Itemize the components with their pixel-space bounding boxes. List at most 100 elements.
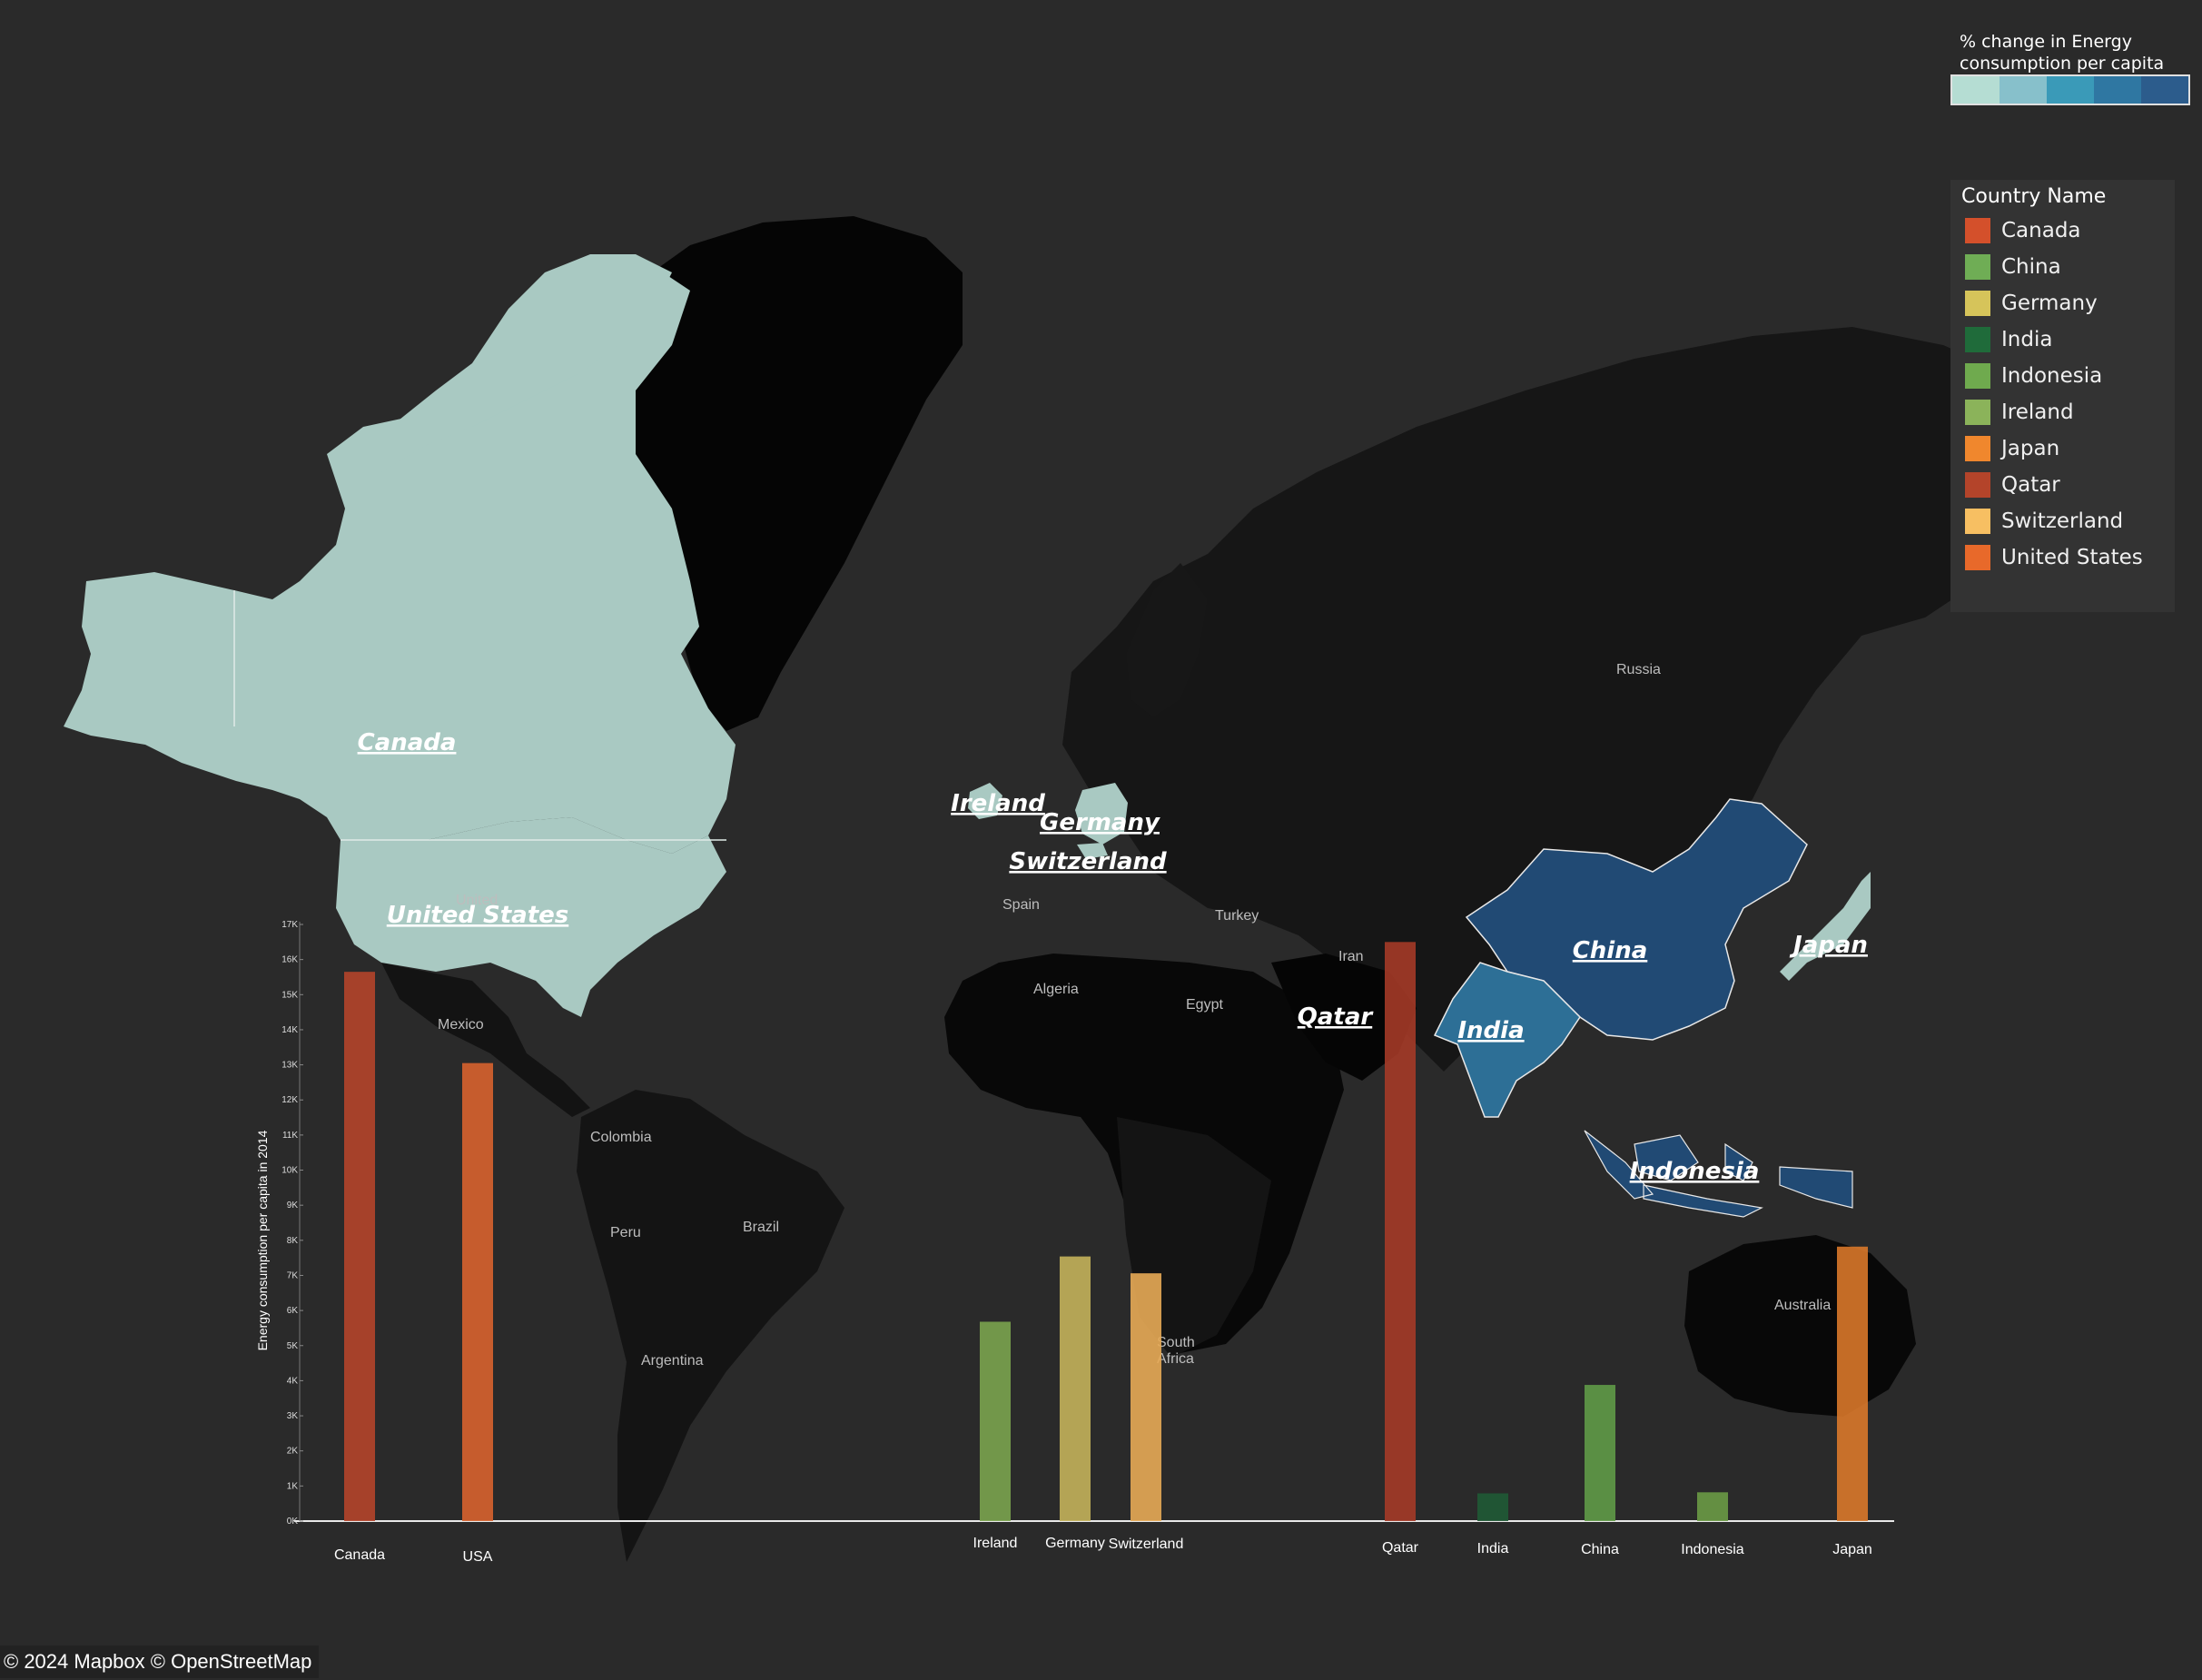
germany-shape[interactable] <box>1075 783 1128 845</box>
bar-switzerland[interactable] <box>1131 1273 1161 1521</box>
legend-item-indonesia[interactable]: Indonesia <box>1965 361 2102 390</box>
south-america-shape <box>577 1090 844 1562</box>
country-label-japan[interactable]: Japan <box>1789 932 1868 959</box>
place-label-mexico: Mexico <box>438 1017 484 1033</box>
color-ramp-step <box>2141 76 2188 104</box>
legend-label: India <box>2001 328 2053 351</box>
color-ramp-step <box>2047 76 2094 104</box>
category-label-indonesia: Indonesia <box>1681 1542 1743 1557</box>
category-label-switzerland: Switzerland <box>1109 1537 1184 1552</box>
y-tick-label: 1K <box>287 1481 299 1491</box>
place-label-egypt: Egypt <box>1186 997 1223 1013</box>
bar-indonesia[interactable] <box>1697 1492 1728 1521</box>
bar-india[interactable] <box>1477 1493 1508 1521</box>
legend-swatch <box>1965 291 1990 316</box>
bar-qatar[interactable] <box>1385 942 1416 1521</box>
bar-japan[interactable] <box>1837 1246 1868 1521</box>
map-attribution[interactable]: © 2024 Mapbox © OpenStreetMap <box>0 1645 320 1678</box>
legend-label: Qatar <box>2001 473 2060 497</box>
place-label-peru: Peru <box>610 1225 641 1240</box>
color-ramp-step <box>2094 76 2141 104</box>
bar-china[interactable] <box>1585 1385 1615 1521</box>
scandinavia-shape <box>1126 563 1208 717</box>
place-label-africa: Africa <box>1157 1351 1194 1367</box>
country-label-united-states[interactable]: United States <box>387 902 569 929</box>
arabia-shape <box>1271 954 1417 1081</box>
legend-swatch <box>1965 327 1990 352</box>
category-labels: Canada USA Ireland Germany Switzerland Qatar I… <box>334 1536 1872 1565</box>
bar-ireland[interactable] <box>980 1321 1011 1521</box>
place-label-argentina: Argentina <box>641 1353 704 1369</box>
category-label-china: China <box>1581 1542 1619 1557</box>
country-label-switzerland[interactable]: Switzerland <box>1009 848 1167 875</box>
usa-shape[interactable] <box>336 817 726 1017</box>
legend-label: Canada <box>2001 219 2081 242</box>
y-tick-label: 3K <box>287 1411 299 1421</box>
legend-swatch <box>1965 254 1990 280</box>
place-label-australia: Australia <box>1774 1298 1831 1313</box>
y-tick-label: 2K <box>287 1447 299 1457</box>
india-shape[interactable] <box>1433 962 1581 1118</box>
country-label-china[interactable]: China <box>1573 937 1648 964</box>
legend-item-ireland[interactable]: Ireland <box>1965 398 2074 427</box>
legend-swatch <box>1965 400 1990 425</box>
legend-label: Ireland <box>2001 400 2074 424</box>
legend-swatch <box>1965 218 1990 243</box>
legend-swatch <box>1965 363 1990 389</box>
category-label-germany: Germany <box>1045 1536 1105 1551</box>
y-tick-label: 13K <box>281 1061 298 1071</box>
legend-label: China <box>2001 255 2061 279</box>
category-label-qatar: Qatar <box>1382 1540 1419 1556</box>
category-label-japan: Japan <box>1832 1542 1872 1557</box>
switzerland-shape[interactable] <box>1077 843 1108 859</box>
category-label-canada: Canada <box>334 1547 385 1563</box>
indonesia-shape[interactable] <box>1584 1130 1853 1218</box>
legend-label: Japan <box>2001 437 2060 460</box>
y-tick-label: 7K <box>287 1270 299 1280</box>
country-label-qatar[interactable]: Qatar <box>1298 1003 1375 1031</box>
legend-item-qatar[interactable]: Qatar <box>1965 470 2060 499</box>
country-label-ireland[interactable]: Ireland <box>951 790 1045 817</box>
y-axis-ticks: 0K 1K 2K 3K 4K 5K 6K 7K 8K 9K 10K 11K 12K 13K 14K 15K 16… <box>281 920 303 1527</box>
color-ramp-step <box>2000 76 2047 104</box>
bar-series <box>344 942 1868 1521</box>
legend-label: Switzerland <box>2001 509 2124 533</box>
y-axis-title: Energy consumption per capita in 2014 <box>255 1130 270 1350</box>
eurasia-shape <box>1062 327 2084 1072</box>
place-label-united: United <box>456 893 498 908</box>
category-label-ireland: Ireland <box>973 1536 1018 1551</box>
legend-item-canada[interactable]: Canada <box>1965 216 2081 245</box>
legend-item-japan[interactable]: Japan <box>1965 434 2059 463</box>
central-america-shape <box>381 963 590 1117</box>
y-tick-label: 9K <box>287 1201 299 1211</box>
legend-item-germany[interactable]: Germany <box>1965 289 2098 318</box>
legend-swatch <box>1965 436 1990 461</box>
legend-item-india[interactable]: India <box>1965 325 2052 354</box>
bar-germany[interactable] <box>1060 1256 1091 1521</box>
y-tick-label: 4K <box>287 1376 299 1386</box>
legend-title: Country Name <box>1961 185 2107 208</box>
legend-item-united-states[interactable]: United States <box>1965 543 2143 572</box>
country-label-indonesia[interactable]: Indonesia <box>1630 1158 1760 1185</box>
y-tick-label: 0K <box>287 1517 299 1527</box>
bar-canada[interactable] <box>344 972 375 1521</box>
place-label-brazil: Brazil <box>743 1220 779 1235</box>
bar-usa[interactable] <box>462 1062 493 1521</box>
place-label-iran: Iran <box>1338 949 1364 964</box>
country-label-germany[interactable]: Germany <box>1040 809 1160 836</box>
japan-shape[interactable] <box>1780 872 1871 981</box>
legend-swatch <box>1965 509 1990 534</box>
country-label-canada[interactable]: Canada <box>358 729 457 756</box>
legend-swatch <box>1965 545 1990 570</box>
place-label-algeria: Algeria <box>1033 982 1079 997</box>
legend-item-switzerland[interactable]: Switzerland <box>1965 507 2123 536</box>
legend-swatch <box>1965 472 1990 498</box>
canada-shape[interactable] <box>64 272 736 854</box>
country-label-india[interactable]: India <box>1457 1017 1524 1044</box>
y-tick-label: 5K <box>287 1341 299 1351</box>
legend-label: United States <box>2001 546 2143 569</box>
ireland-shape[interactable] <box>968 783 1002 819</box>
legend-item-china[interactable]: China <box>1965 252 2061 282</box>
